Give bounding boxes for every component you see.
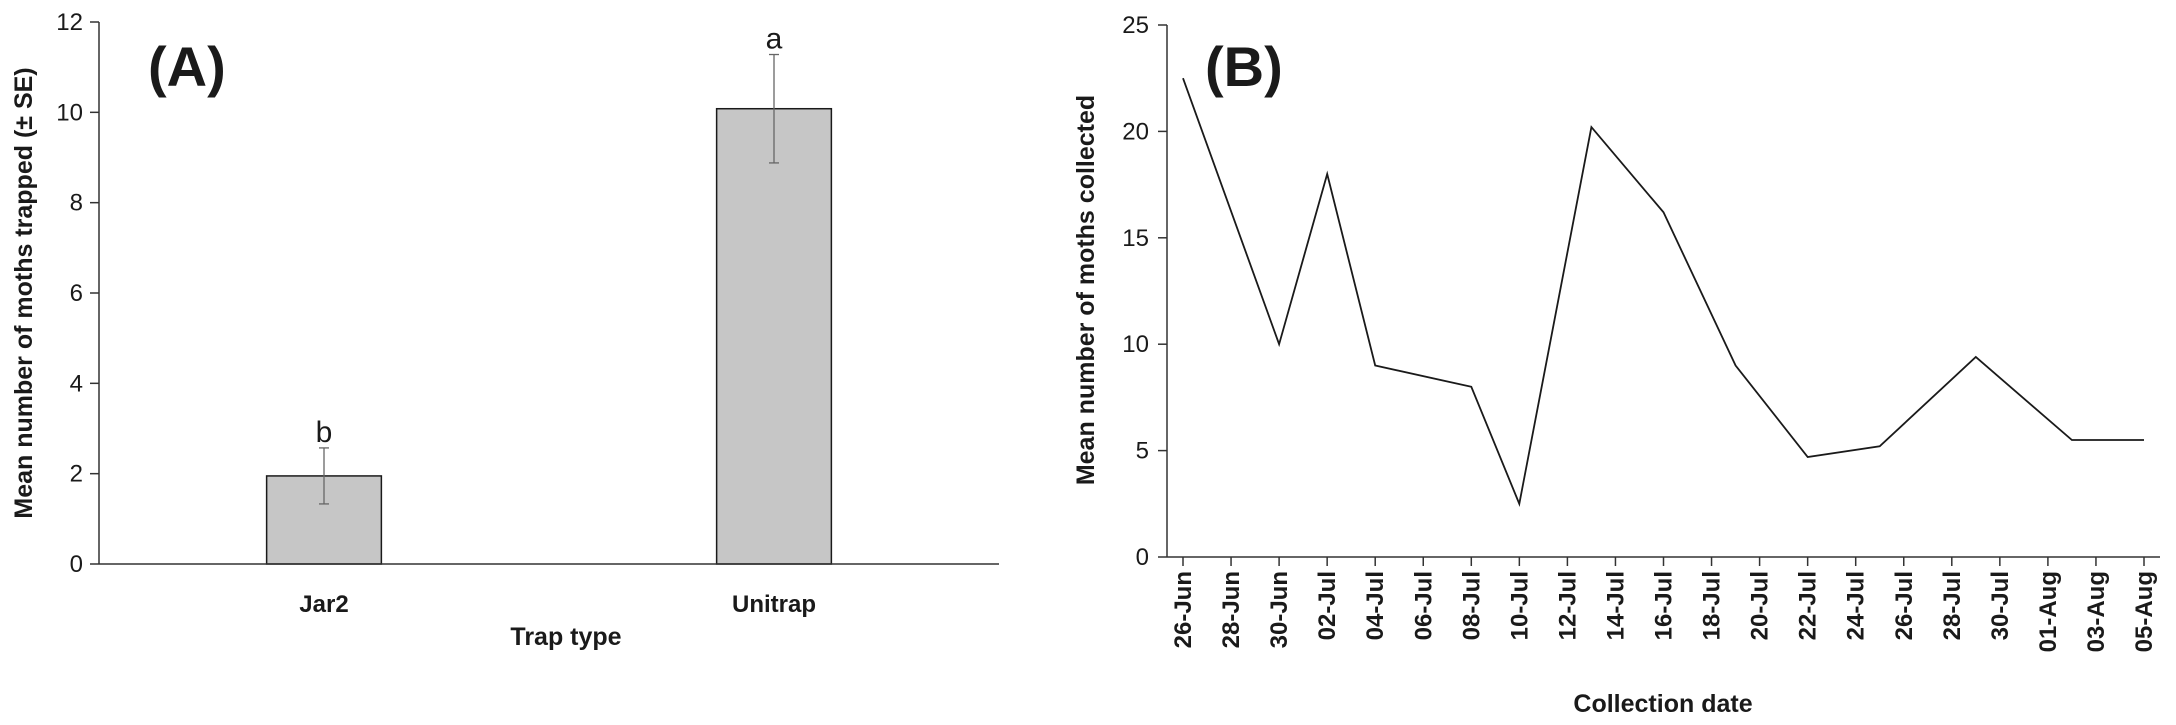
- panel-b-x-tick-label: 20-Jul: [1747, 571, 1774, 640]
- panel-b-x-tick-label: 12-Jul: [1554, 571, 1581, 640]
- panel-a-significance-letter: a: [766, 23, 783, 56]
- panel-a-category-label: Unitrap: [732, 591, 816, 618]
- panel-b-x-tick-label: 04-Jul: [1362, 571, 1389, 640]
- panel-a-y-tick-label: 6: [70, 280, 83, 307]
- panel-b-x-tick-label: 24-Jul: [1843, 571, 1870, 640]
- panel-b-x-axis-ticks: 26-Jun 28-Jun 30-Jun 02-Jul 04-Jul 06-Jul 08-J…: [1170, 557, 2158, 652]
- panel-a-y-tick-label: 10: [56, 99, 83, 126]
- panel-b-y-tick-label: 25: [1122, 12, 1149, 39]
- panel-a-y-tick-label: 8: [70, 190, 83, 217]
- panel-b-x-tick-label: 22-Jul: [1795, 571, 1822, 640]
- panel-b-x-tick-label: 18-Jul: [1699, 571, 1726, 640]
- panel-b-x-tick-label: 26-Jul: [1891, 571, 1918, 640]
- panel-b-y-axis-ticks: 0 5 10 15 20 25: [1122, 12, 1167, 571]
- panel-b-x-tick-label: 28-Jun: [1218, 571, 1245, 648]
- panel-a-label: (A): [148, 35, 226, 98]
- panel-a-error-bars: [319, 53, 779, 505]
- panel-b-x-tick-label: 10-Jul: [1506, 571, 1533, 640]
- panel-a-y-tick-label: 4: [70, 370, 83, 397]
- panel-b-x-tick-label: 05-Aug: [2131, 571, 2158, 652]
- panel-b-y-tick-label: 20: [1122, 118, 1149, 145]
- panel-a-x-axis-title: Trap type: [510, 623, 621, 651]
- panel-a-y-tick-label: 2: [70, 461, 83, 488]
- panel-b-x-tick-label: 16-Jul: [1651, 571, 1678, 640]
- panel-a-significance-letter: b: [316, 416, 333, 449]
- panel-b-y-tick-label: 5: [1136, 438, 1149, 465]
- panel-b-x-tick-label: 14-Jul: [1602, 571, 1629, 640]
- panel-b-x-axis-title: Collection date: [1573, 690, 1752, 718]
- panel-a-y-axis-ticks: 0 2 4 6 8 10 12: [56, 9, 99, 578]
- panel-b-x-tick-label: 30-Jun: [1266, 571, 1293, 648]
- panel-a-category-labels: Jar2 Unitrap: [299, 591, 816, 618]
- panel-a-y-axis-title: Mean number of moths trapped (± SE): [10, 67, 38, 518]
- panel-b-x-tick-label: 30-Jul: [1987, 571, 2014, 640]
- panel-b-x-tick-label: 26-Jun: [1170, 571, 1197, 648]
- panel-b-x-tick-label: 08-Jul: [1458, 571, 1485, 640]
- panel-a-y-tick-label: 0: [70, 551, 83, 578]
- panel-a-category-label: Jar2: [299, 591, 348, 618]
- panel-b-y-tick-label: 10: [1122, 331, 1149, 358]
- panel-b-label: (B): [1205, 35, 1283, 98]
- panel-a-bars: [265, 107, 833, 565]
- panel-b-y-axis-title: Mean number of moths collected: [1072, 95, 1100, 485]
- panel-b-x-tick-label: 28-Jul: [1939, 571, 1966, 640]
- panel-b-x-tick-label: 03-Aug: [2083, 571, 2110, 652]
- panel-b-line-chart: (B) 0 5 10 15 20 25 26-Jun 28-Jun 30-Jun 02-Jul 0…: [1072, 12, 2160, 718]
- panel-b-x-tick-label: 06-Jul: [1410, 571, 1437, 640]
- panel-a-significance-letters: ba: [316, 23, 783, 449]
- panel-a-bar-unitrap: [715, 107, 833, 565]
- panel-a-y-tick-label: 12: [56, 9, 83, 36]
- panel-b-x-tick-label: 01-Aug: [2035, 571, 2062, 652]
- panel-b-series-line: [1182, 77, 2144, 507]
- panel-b-x-tick-label: 02-Jul: [1314, 571, 1341, 640]
- panel-b-y-tick-label: 15: [1122, 225, 1149, 252]
- panel-b-y-tick-label: 0: [1136, 544, 1149, 571]
